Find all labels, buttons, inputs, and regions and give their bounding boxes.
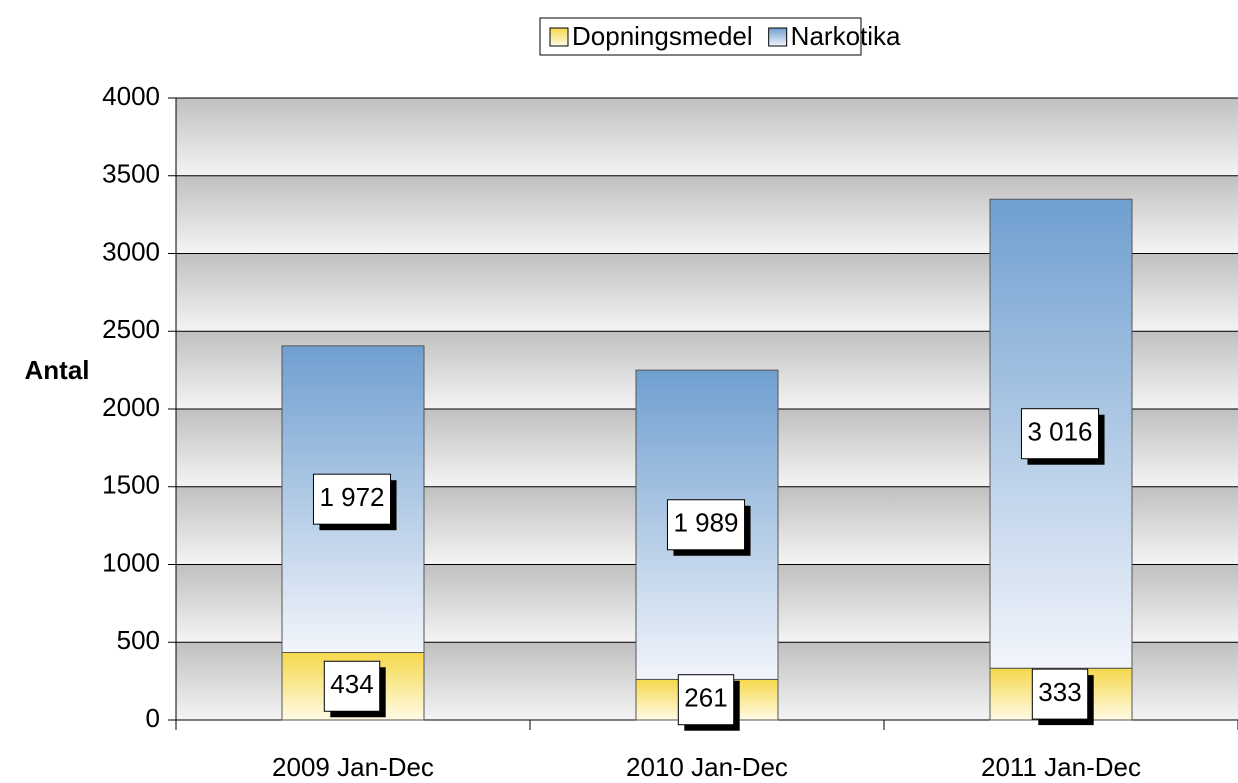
- label-box: [312, 473, 392, 525]
- data-label: 434: [323, 660, 386, 718]
- data-label-text: 1 972: [319, 482, 384, 512]
- y-tick-label: 500: [117, 625, 160, 655]
- y-tick-label: 0: [146, 703, 160, 733]
- data-label: 333: [1031, 668, 1094, 726]
- plot-band: [176, 98, 1238, 176]
- bar-segment: [281, 345, 425, 654]
- label-box: [323, 660, 381, 712]
- label-box: [666, 499, 746, 551]
- data-label-text: 1 989: [673, 508, 738, 538]
- data-label-text: 434: [330, 669, 373, 699]
- data-label-text: 333: [1038, 677, 1081, 707]
- y-tick-label: 3000: [102, 236, 160, 266]
- label-box: [677, 674, 735, 726]
- y-tick-label: 1500: [102, 470, 160, 500]
- legend-swatch: [549, 27, 569, 47]
- y-axis-label: Antal: [25, 355, 90, 385]
- y-tick-label: 3500: [102, 159, 160, 189]
- label-box: [1031, 668, 1089, 720]
- data-label: 3 016: [1020, 408, 1105, 465]
- data-label: 1 989: [666, 499, 751, 556]
- y-tick-label: 4000: [102, 81, 160, 111]
- y-tick-label: 1000: [102, 547, 160, 577]
- x-tick-label: 2009 Jan-Dec: [272, 752, 434, 782]
- x-tick-label: 2010 Jan-Dec: [626, 752, 788, 782]
- data-label-text: 3 016: [1027, 417, 1092, 447]
- legend-label: Dopningsmedel: [572, 21, 753, 51]
- x-tick-label: 2011 Jan-Dec: [981, 752, 1141, 782]
- label-box: [1020, 408, 1100, 460]
- y-tick-label: 2000: [102, 392, 160, 422]
- y-tick-label: 2500: [102, 314, 160, 344]
- legend: Dopningsmedel Narkotika: [539, 17, 901, 56]
- data-label: 1 972: [312, 473, 397, 531]
- data-label: 261: [677, 674, 740, 731]
- legend-label: Narkotika: [791, 21, 901, 51]
- data-label-text: 261: [684, 683, 727, 713]
- legend-box: [539, 17, 862, 56]
- legend-swatch: [768, 27, 788, 47]
